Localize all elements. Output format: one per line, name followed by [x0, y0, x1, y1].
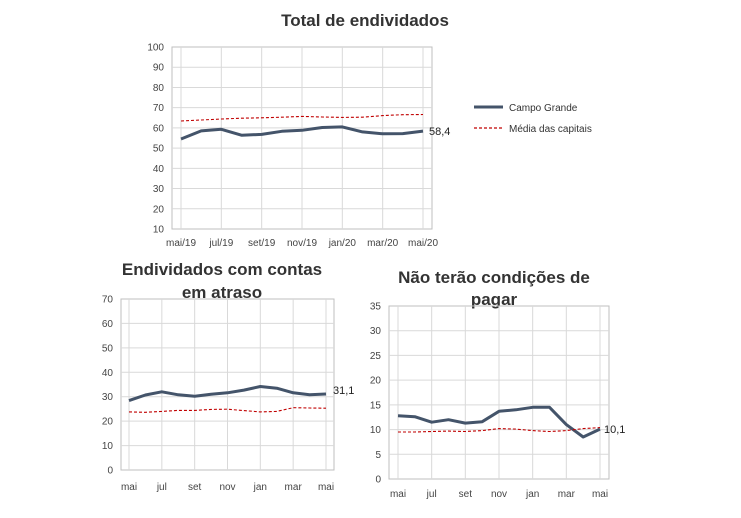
chart2-x-tick-label: jan [253, 482, 267, 493]
chart1-y-tick-label: 40 [153, 164, 165, 175]
chart1-y-tick-label: 60 [153, 123, 165, 134]
chart2-y-tick-label: 30 [102, 392, 114, 403]
chart1-x-tick-label: mai/20 [408, 238, 438, 249]
chart1-title: Total de endividados [281, 11, 449, 30]
chart2-y-tick-label: 0 [107, 466, 113, 477]
chart1-x-tick-label: nov/19 [287, 238, 317, 249]
chart2-x-tick-label: nov [219, 482, 235, 493]
chart3-series-campo-grande-line [397, 405, 601, 439]
chart2-y-tick-label: 10 [102, 441, 114, 452]
chart1-x-tick-label: set/19 [248, 238, 276, 249]
chart2-series-media-capitais-line [128, 407, 327, 413]
chart1-x-tick-label: jul/19 [208, 238, 233, 249]
chart3-x-tick-label: jul [426, 489, 437, 500]
chart3-end-data-label: 10,1 [604, 424, 625, 436]
chart3-y-tick-label: 25 [370, 351, 382, 362]
chart3-x-tick-label: jan [525, 489, 539, 500]
chart2-x-tick-label: set [188, 482, 202, 493]
chart1-y-tick-label: 30 [153, 184, 165, 195]
chart3-y-tick-label: 0 [375, 475, 381, 486]
chart1-y-tick-label: 10 [153, 225, 165, 236]
chart1-x-tick-label: mai/19 [166, 238, 196, 249]
chart2-y-tick-label: 70 [102, 295, 114, 306]
chart1-y-tick-label: 90 [153, 63, 165, 74]
chart3-y-tick-label: 30 [370, 326, 382, 337]
chart1-series-media-capitais-line [180, 113, 424, 122]
chart3-x-tick-label: mai [592, 489, 608, 500]
chart1-end-data-label: 58,4 [429, 126, 450, 138]
chart2-series-campo-grande-line [128, 385, 327, 403]
chart1-x-tick-label: jan/20 [328, 238, 357, 249]
chart1-y-tick-label: 20 [153, 204, 165, 215]
chart1-y-tick-label: 50 [153, 144, 165, 155]
chart3-y-tick-label: 15 [370, 400, 382, 411]
chart1-y-tick-label: 100 [147, 43, 164, 54]
chart2-y-tick-label: 20 [102, 417, 114, 428]
chart3-y-tick-label: 35 [370, 302, 382, 313]
chart2-x-tick-label: jul [156, 482, 167, 493]
chart3-y-tick-label: 10 [370, 425, 382, 436]
chart2-y-tick-label: 40 [102, 368, 114, 379]
chart3-title-line1: Não terão condições de [398, 268, 590, 287]
chart3-title-line2: pagar [471, 290, 518, 309]
chart3-x-tick-label: mar [558, 489, 576, 500]
legend-campo-grande-label: Campo Grande [509, 103, 578, 114]
chart3-y-tick-label: 5 [375, 450, 381, 461]
chart1-x-tick-label: mar/20 [367, 238, 399, 249]
chart2-x-tick-label: mai [121, 482, 137, 493]
chart2-y-tick-label: 50 [102, 343, 114, 354]
chart3-x-tick-label: mai [390, 489, 406, 500]
chart3-x-tick-label: nov [491, 489, 507, 500]
legend-media-capitais-label: Média das capitais [509, 124, 592, 135]
chart3-x-tick-label: set [459, 489, 473, 500]
chart2-x-tick-label: mai [318, 482, 334, 493]
chart1-y-tick-label: 80 [153, 83, 165, 94]
chart2-title-line1: Endividados com contas [122, 260, 322, 279]
chart3-series-media-capitais-line [398, 427, 601, 433]
chart1-series-campo-grande-line [180, 125, 424, 141]
chart3-y-tick-label: 20 [370, 376, 382, 387]
chart2-end-data-label: 31,1 [333, 385, 354, 397]
chart2-x-tick-label: mar [285, 482, 303, 493]
chart1-y-tick-label: 70 [153, 103, 165, 114]
chart2-y-tick-label: 60 [102, 319, 114, 330]
chart2-title-line2: em atraso [182, 283, 262, 302]
